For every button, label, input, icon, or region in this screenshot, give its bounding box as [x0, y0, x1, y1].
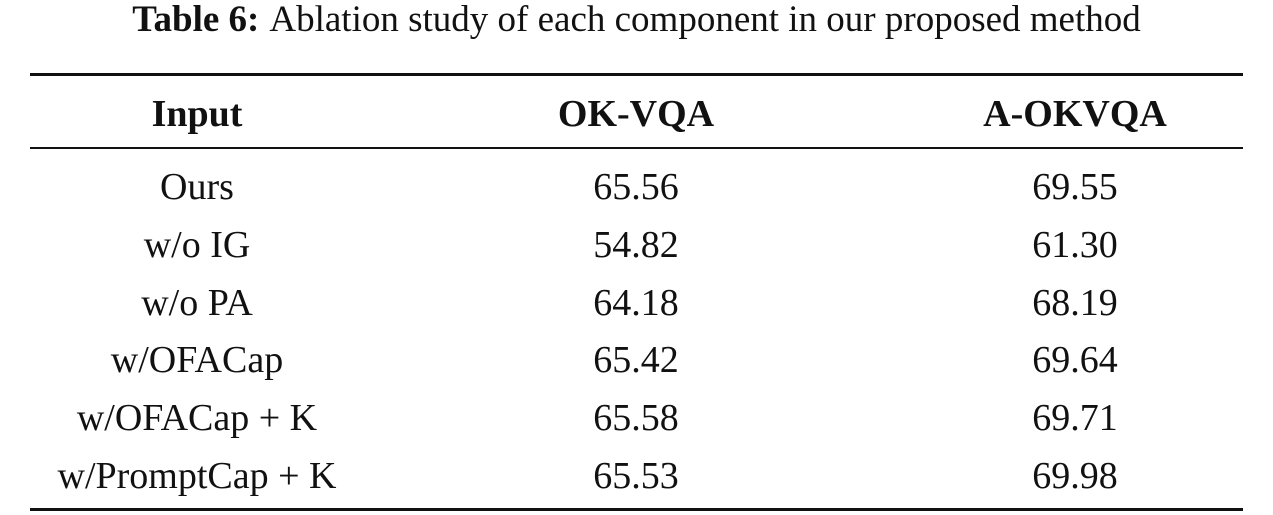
table-cell: 54.82 [593, 223, 679, 266]
header-cell: Input [151, 93, 243, 135]
table-cell: 65.42 [593, 339, 679, 382]
table-cell: w/PromptCap + K [57, 455, 337, 497]
table-cell: 68.19 [1032, 281, 1118, 324]
table-cell: 69.64 [1032, 339, 1118, 382]
table-cell: 61.30 [1032, 223, 1118, 266]
table-cell: 69.55 [1032, 166, 1118, 208]
table-cell: w/o PA [141, 281, 253, 324]
table-cell: w/o IG [143, 223, 251, 266]
caption-label: Table 6: [132, 0, 260, 40]
mid-rule [30, 147, 1243, 149]
top-rule [30, 73, 1243, 76]
header-cell: A-OKVQA [983, 93, 1167, 135]
table-cell: w/OFACap + K [76, 397, 318, 440]
table-cell: 65.58 [593, 397, 679, 440]
table-cell: 69.98 [1032, 455, 1118, 497]
table-cell: 65.53 [593, 455, 679, 497]
table-cell: 69.71 [1032, 397, 1118, 440]
table-cell: 64.18 [593, 281, 679, 324]
table-cell: Ours [160, 166, 234, 208]
table-cell: w/OFACap [110, 339, 284, 382]
caption: Table 6: Ablation study of each component… [0, 0, 1273, 40]
header-cell: OK-VQA [557, 93, 715, 135]
bottom-rule [30, 508, 1243, 511]
caption-text: Ablation study of each component in our … [269, 0, 1141, 40]
table-cell: 65.56 [593, 166, 679, 208]
